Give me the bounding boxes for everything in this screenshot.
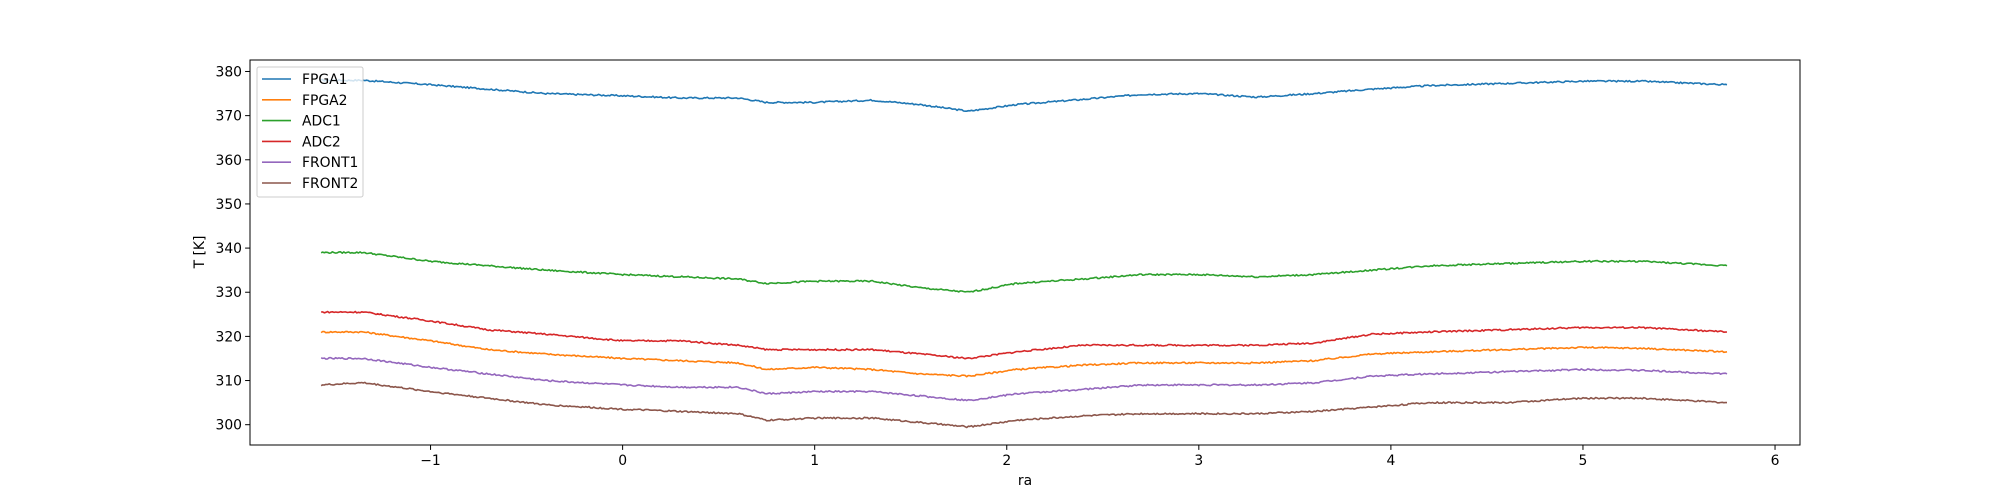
series-line-fpga2 xyxy=(320,330,1728,378)
series-line-adc1 xyxy=(320,251,1728,293)
series-line-adc2 xyxy=(321,310,1728,360)
y-tick-label: 350 xyxy=(215,197,242,213)
x-tick: 5 xyxy=(1579,445,1588,469)
legend-entry-front2: FRONT2 xyxy=(262,176,358,192)
y-tick: 380 xyxy=(215,64,250,80)
y-tick: 310 xyxy=(215,374,250,390)
x-tick: 2 xyxy=(1002,445,1011,469)
x-tick: 6 xyxy=(1771,445,1780,469)
legend-label: FRONT1 xyxy=(302,155,358,171)
x-tick-label: −1 xyxy=(420,453,440,469)
y-tick-label: 300 xyxy=(215,418,242,434)
y-tick-label: 310 xyxy=(215,374,242,390)
x-tick-label: 4 xyxy=(1386,453,1395,469)
y-tick-label: 340 xyxy=(215,241,242,257)
y-tick-label: 360 xyxy=(215,153,242,169)
series-line-front1 xyxy=(320,356,1728,402)
x-tick-label: 5 xyxy=(1579,453,1588,469)
legend-entry-adc1: ADC1 xyxy=(262,114,341,130)
y-tick-label: 370 xyxy=(215,109,242,125)
y-tick: 370 xyxy=(215,109,250,125)
series-layer xyxy=(320,78,1728,429)
x-tick-label: 1 xyxy=(810,453,819,469)
x-tick: 0 xyxy=(618,445,627,469)
x-tick: 4 xyxy=(1386,445,1395,469)
y-tick-label: 330 xyxy=(215,285,242,301)
x-tick-label: 2 xyxy=(1002,453,1011,469)
x-axis: −1 0 1 2 3 4 5 6 xyxy=(420,445,1779,469)
legend-entry-fpga1: FPGA1 xyxy=(262,72,347,88)
y-tick: 330 xyxy=(215,285,250,301)
y-tick: 300 xyxy=(215,418,250,434)
legend-label: ADC1 xyxy=(302,114,341,130)
legend-entry-fpga2: FPGA2 xyxy=(262,93,347,109)
y-tick: 360 xyxy=(215,153,250,169)
legend-label: FPGA2 xyxy=(302,93,347,109)
y-axis-label: T [K] xyxy=(192,236,208,270)
y-tick: 340 xyxy=(215,241,250,257)
legend-label: ADC2 xyxy=(302,134,341,150)
x-tick-label: 3 xyxy=(1194,453,1203,469)
legend-label: FRONT2 xyxy=(302,176,358,192)
legend: FPGA1 FPGA2 ADC1 ADC2 FRONT1 FRONT2 xyxy=(256,66,364,198)
y-tick-label: 320 xyxy=(215,329,242,345)
x-axis-label: ra xyxy=(1018,473,1032,489)
y-tick: 320 xyxy=(215,329,250,345)
x-tick: 3 xyxy=(1194,445,1203,469)
legend-entry-adc2: ADC2 xyxy=(262,134,341,150)
x-tick-label: 0 xyxy=(618,453,627,469)
y-tick: 350 xyxy=(215,197,250,213)
legend-entry-front1: FRONT1 xyxy=(262,155,358,171)
legend-label: FPGA1 xyxy=(302,72,347,88)
x-tick: 1 xyxy=(810,445,819,469)
x-tick: −1 xyxy=(420,445,441,469)
x-tick-label: 6 xyxy=(1771,453,1780,469)
series-line-front2 xyxy=(320,381,1727,429)
y-axis: 300 310 320 330 340 350 360 370 380 xyxy=(215,64,250,434)
y-tick-label: 380 xyxy=(215,64,242,80)
axes-frame xyxy=(249,59,1801,446)
series-line-fpga1 xyxy=(321,78,1728,112)
